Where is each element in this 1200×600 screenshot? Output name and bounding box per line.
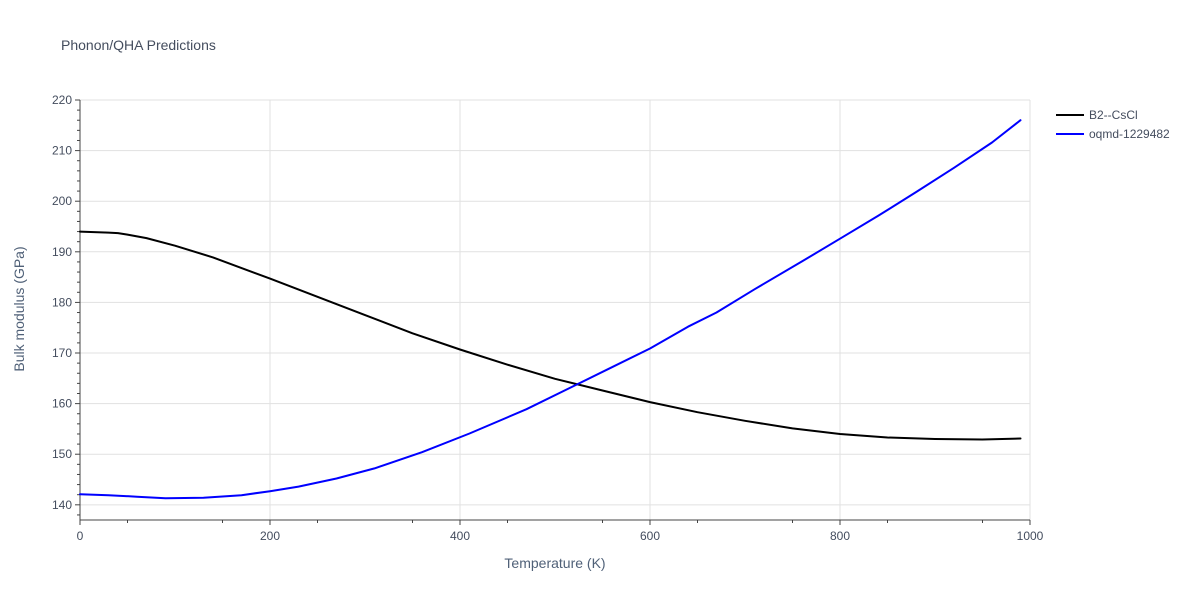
legend-item[interactable]: B2--CsCl (1056, 108, 1138, 122)
y-tick-label: 210 (52, 144, 72, 158)
x-tick-label: 1000 (1017, 529, 1044, 543)
y-tick-label: 180 (52, 295, 72, 309)
legend[interactable]: B2--CsCl oqmd-1229482 (1056, 108, 1170, 141)
grid-lines (80, 99, 1031, 520)
x-tick-label: 800 (830, 529, 850, 543)
y-axis-title: Bulk modulus (GPa) (11, 246, 27, 371)
plot-area (79, 119, 1022, 500)
x-axis-title: Temperature (K) (504, 555, 605, 571)
y-tick-label: 160 (52, 397, 72, 411)
axes: 0 200 400 600 800 1000 140 150 160 170 180 190 200 21… (52, 93, 1044, 543)
legend-label: B2--CsCl (1089, 108, 1138, 122)
y-tick-label: 170 (52, 346, 72, 360)
legend-label: oqmd-1229482 (1089, 127, 1170, 141)
series-line-0[interactable] (79, 230, 1022, 441)
y-tick-label: 200 (52, 194, 72, 208)
legend-item[interactable]: oqmd-1229482 (1056, 127, 1170, 141)
chart-title: Phonon/QHA Predictions (61, 37, 216, 53)
y-tick-label: 220 (52, 93, 72, 107)
y-tick-label: 140 (52, 498, 72, 512)
y-tick-label: 150 (52, 447, 72, 461)
x-tick-label: 200 (260, 529, 280, 543)
x-tick-label: 400 (450, 529, 470, 543)
x-tick-label: 0 (77, 529, 84, 543)
series-line-1[interactable] (79, 119, 1022, 500)
y-tick-label: 190 (52, 245, 72, 259)
x-tick-label: 600 (640, 529, 660, 543)
